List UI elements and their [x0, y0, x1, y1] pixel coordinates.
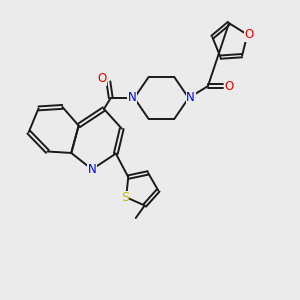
Text: N: N	[88, 164, 96, 176]
Text: N: N	[186, 92, 195, 104]
Text: S: S	[121, 191, 129, 204]
Text: O: O	[244, 28, 254, 41]
Text: N: N	[128, 92, 136, 104]
Text: O: O	[225, 80, 234, 93]
Text: O: O	[97, 72, 106, 85]
